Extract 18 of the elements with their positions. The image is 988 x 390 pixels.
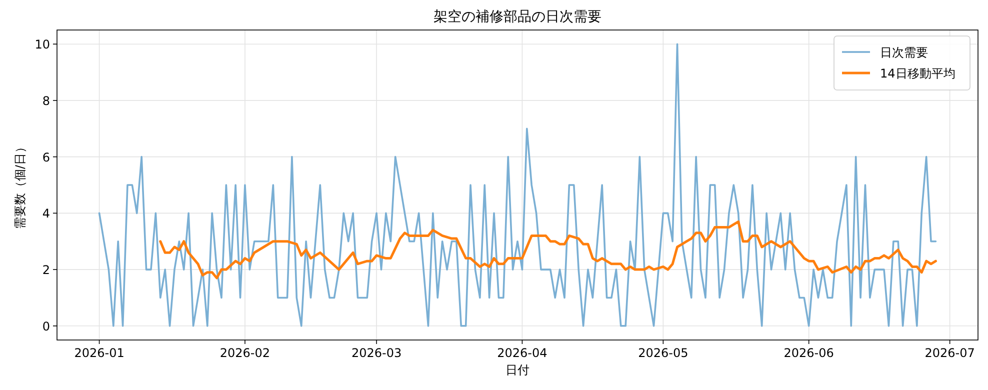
- x-axis-title: 日付: [506, 363, 530, 377]
- y-tick-label: 2: [42, 263, 50, 278]
- chart-title: 架空の補修部品の日次需要: [434, 9, 602, 25]
- x-tick-label: 2026-02: [220, 346, 270, 360]
- x-tick-label: 2026-04: [497, 346, 548, 360]
- y-tick-label: 10: [34, 38, 50, 52]
- y-tick-label: 8: [42, 94, 50, 108]
- x-tick-label: 2026-03: [351, 346, 402, 360]
- x-tick-label: 2026-05: [638, 346, 688, 360]
- legend-label: 14日移動平均: [880, 66, 956, 80]
- x-tick-label: 2026-07: [924, 346, 975, 360]
- x-tick-label: 2026-01: [74, 346, 124, 360]
- legend-label: 日次需要: [880, 46, 928, 60]
- y-tick-label: 4: [42, 206, 50, 221]
- y-tick-label: 6: [42, 150, 50, 164]
- y-tick-label: 0: [42, 319, 50, 334]
- y-axis-title: 需要数（個/日）: [13, 140, 27, 230]
- x-tick-label: 2026-06: [784, 346, 834, 360]
